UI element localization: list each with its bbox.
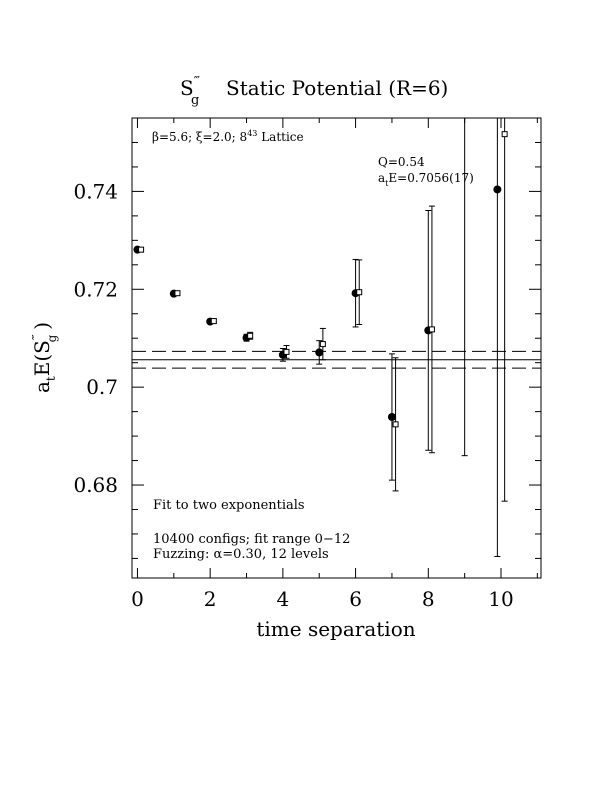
energy-a: a [378, 171, 385, 185]
title-superscript: ‴ [194, 74, 200, 88]
y-axis-label: atE(S‴ g) [30, 322, 59, 393]
x-axis-label: time separation [256, 617, 415, 641]
ylabel-t: t [44, 376, 58, 381]
configs-annotation: 10400 configs; fit range 0−12 [153, 532, 350, 547]
ylabel-close: ) [30, 322, 54, 330]
y-tick-label: 0.68 [73, 473, 118, 497]
data-point-square [247, 332, 254, 339]
axis-tick-labels: 0 2 4 6 8 10 0.68 0.7 0.72 0.74 [73, 179, 513, 611]
fit-lines [132, 350, 541, 369]
y-tick-label: 0.7 [86, 375, 118, 399]
ylabel-e: E(S [30, 340, 54, 376]
x-tick-label: 6 [349, 587, 362, 611]
ylabel-superscript: ‴ [30, 334, 43, 340]
data-point-square [392, 421, 399, 428]
energy-t: t [385, 179, 389, 188]
energy-annotation: atE=0.7056(17) [378, 171, 474, 188]
data-point-square [138, 246, 145, 253]
plot-frame [131, 117, 542, 579]
data-point-square [356, 289, 363, 296]
x-tick-label: 0 [131, 587, 144, 611]
data-point-square [428, 326, 435, 333]
lattice-superscript: 4 [247, 129, 252, 138]
data-point-circle [493, 185, 502, 194]
ylabel-a: a [30, 381, 54, 393]
fuzzing-annotation: Fuzzing: α=0.30, 12 levels [153, 547, 329, 562]
energy-text: E=0.7056(17) [388, 171, 473, 185]
lattice-annotation: β=5.6; ξ=2.0; 843 Lattice [152, 129, 304, 144]
title-main: S [180, 76, 194, 100]
title-text: Static Potential (R=6) [226, 76, 448, 100]
title-subscript: g [191, 93, 199, 108]
x-tick-label: 10 [488, 587, 513, 611]
data-point-square [210, 318, 217, 325]
data-point-square [283, 348, 290, 355]
data-point-circle [315, 348, 324, 357]
fit-annotation: Fit to two exponentials [153, 498, 305, 513]
y-tick-label: 0.72 [73, 277, 118, 301]
y-tick-label: 0.74 [73, 179, 118, 203]
data-point-square [501, 131, 508, 138]
x-tick-label: 8 [422, 587, 435, 611]
x-tick-label: 4 [277, 587, 290, 611]
lattice-superscript-2: 3 [252, 129, 257, 138]
svg-text:atE(S‴g): atE(S‴ g) [30, 322, 59, 393]
lattice-rest: Lattice [257, 130, 303, 144]
data-point-square [319, 341, 326, 348]
data-points [133, 118, 508, 557]
lattice-text: β=5.6; ξ=2.0; 8 [152, 130, 247, 144]
q-annotation: Q=0.54 [378, 155, 425, 169]
data-point-circle [387, 413, 396, 421]
chart-title: S‴ g Static Potential (R=6) [180, 74, 448, 108]
x-tick-label: 2 [204, 587, 217, 611]
data-point-square [174, 290, 181, 297]
ylabel-subscript: g [45, 334, 59, 342]
